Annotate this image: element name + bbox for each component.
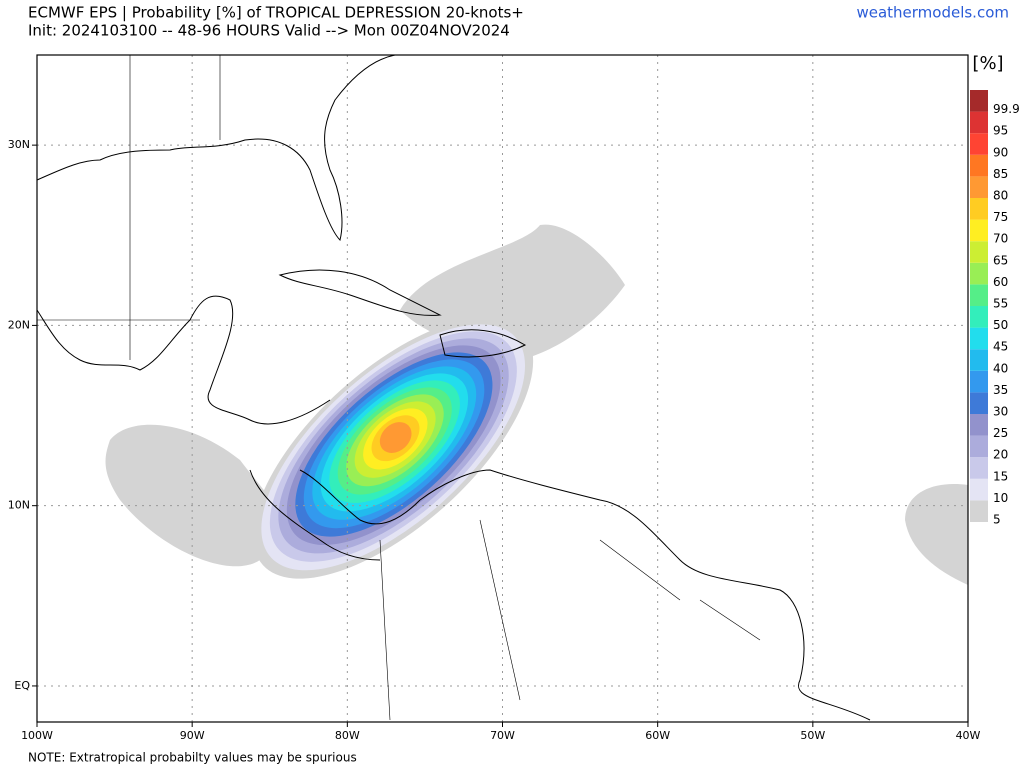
site-name[interactable]: weathermodels.com bbox=[856, 4, 1009, 22]
coastline bbox=[37, 295, 331, 425]
colorbar-label: 30 bbox=[993, 405, 1008, 419]
colorbar-swatch bbox=[970, 262, 988, 285]
colorbar-swatch bbox=[970, 500, 988, 522]
colorbar-label: 60 bbox=[993, 275, 1008, 289]
lon-label: 50W bbox=[800, 729, 825, 742]
colorbar-swatch bbox=[970, 111, 988, 134]
colorbar-swatch bbox=[970, 327, 988, 350]
note: NOTE: Extratropical probabilty values ma… bbox=[28, 751, 357, 765]
colorbar-swatch bbox=[970, 154, 988, 177]
colorbar-swatch bbox=[970, 198, 988, 220]
coastline bbox=[37, 55, 396, 241]
lon-label: 80W bbox=[335, 729, 360, 742]
colorbar-label: 5 bbox=[993, 513, 1001, 527]
colorbar: [%] 5 10 15 20 25 30 35 40 45 50 55 60 65 70 75 80 85 90 9… bbox=[970, 53, 1020, 527]
subtitle: Init: 2024103100 -- 48-96 HOURS Valid --… bbox=[28, 22, 510, 40]
colorbar-swatch bbox=[970, 392, 988, 414]
lon-label: 60W bbox=[645, 729, 670, 742]
coastline bbox=[299, 469, 871, 721]
colorbar-swatch bbox=[970, 349, 988, 371]
colorbar-label: 95 bbox=[993, 124, 1008, 138]
colorbar-swatch bbox=[970, 457, 988, 479]
colorbar-swatch bbox=[970, 435, 988, 458]
lon-label: 70W bbox=[490, 729, 515, 742]
colorbar-label: 35 bbox=[993, 383, 1008, 397]
colorbar-swatch bbox=[970, 414, 988, 436]
colorbar-swatch bbox=[970, 306, 988, 328]
graticule: 100W 90W 80W 70W 60W 50W 40W 30N 20N 10N EQ bbox=[8, 55, 981, 742]
colorbar-swatch bbox=[970, 284, 988, 306]
map-frame bbox=[36, 54, 969, 723]
colorbar-label: 55 bbox=[993, 297, 1008, 311]
colorbar-swatch bbox=[970, 370, 988, 393]
colorbar-label: 45 bbox=[993, 340, 1008, 354]
colorbar-label: 85 bbox=[993, 167, 1008, 181]
colorbar-swatch bbox=[970, 219, 988, 242]
probability-field bbox=[105, 224, 968, 585]
lon-label: 100W bbox=[21, 729, 53, 742]
colorbar-label: 90 bbox=[993, 145, 1008, 159]
colorbar-swatch bbox=[970, 90, 988, 112]
colorbar-label: 75 bbox=[993, 210, 1008, 224]
shaded-area bbox=[905, 484, 968, 585]
shaded-area bbox=[105, 424, 280, 567]
colorbar-label: 50 bbox=[993, 318, 1008, 332]
colorbar-label: 25 bbox=[993, 426, 1008, 440]
lat-label: EQ bbox=[14, 679, 30, 692]
colorbar-swatch bbox=[970, 176, 988, 198]
colorbar-swatch bbox=[970, 241, 988, 263]
colorbar-label: 80 bbox=[993, 189, 1008, 203]
coastline bbox=[278, 269, 442, 316]
coastline bbox=[249, 469, 381, 561]
border bbox=[37, 55, 761, 721]
colorbar-label: 70 bbox=[993, 232, 1008, 246]
lat-label: 20N bbox=[8, 318, 30, 331]
coastlines bbox=[37, 55, 871, 721]
colorbar-swatch bbox=[970, 478, 988, 501]
colorbar-swatch bbox=[970, 133, 988, 155]
probability-contour bbox=[379, 422, 412, 453]
coastline bbox=[439, 329, 527, 358]
lon-label: 90W bbox=[180, 729, 205, 742]
lat-label: 30N bbox=[8, 138, 30, 151]
lat-label: 10N bbox=[8, 499, 30, 512]
lon-label: 40W bbox=[956, 729, 981, 742]
colorbar-label: 40 bbox=[993, 361, 1008, 375]
colorbar-label: 10 bbox=[993, 491, 1008, 505]
colorbar-unit: [%] bbox=[972, 53, 1003, 74]
colorbar-label: 15 bbox=[993, 469, 1008, 483]
title: ECMWF EPS | Probability [%] of TROPICAL … bbox=[28, 4, 524, 22]
colorbar-label: 99.9 bbox=[993, 102, 1020, 116]
colorbar-label: 65 bbox=[993, 253, 1008, 267]
colorbar-label: 20 bbox=[993, 448, 1008, 462]
